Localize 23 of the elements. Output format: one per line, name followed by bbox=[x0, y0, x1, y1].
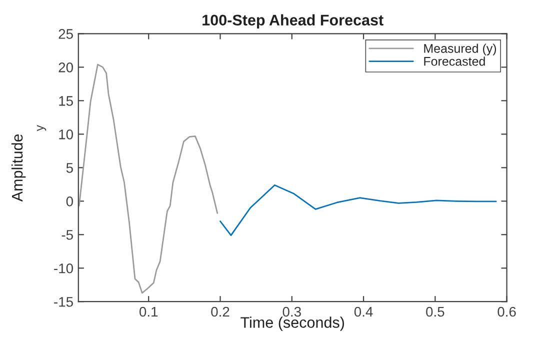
x-tick-label: 0.3 bbox=[282, 306, 301, 317]
x-tick-label: 0.5 bbox=[426, 306, 444, 317]
line-series bbox=[220, 184, 497, 236]
y-tick-label: -15 bbox=[54, 297, 73, 307]
text: y bbox=[36, 124, 46, 132]
y-axis-title: Amplitude bbox=[11, 134, 26, 202]
y-tick-label: 20 bbox=[58, 62, 73, 72]
line-series bbox=[78, 64, 218, 294]
x-tick-label: 0.1 bbox=[139, 306, 158, 317]
y-tick-label: -10 bbox=[54, 263, 73, 274]
x-tick-label: 0.2 bbox=[211, 306, 230, 317]
y-tick-label: 10 bbox=[59, 130, 73, 140]
x-axis-title: Time (seconds) bbox=[240, 316, 344, 331]
x-tick-label: 0.4 bbox=[354, 306, 373, 317]
chart-title: 100-Step Ahead Forecast bbox=[202, 14, 384, 29]
y-tick-label: 25 bbox=[58, 29, 73, 39]
legend-label: Measured (y) bbox=[424, 44, 496, 56]
y-tick-label: 5 bbox=[66, 163, 73, 173]
y-tick-label: 0 bbox=[66, 196, 73, 206]
y-tick-label: -5 bbox=[62, 230, 73, 240]
legend-label: Forecasted bbox=[424, 56, 485, 66]
y-tick-label: 15 bbox=[59, 96, 73, 106]
x-tick-label: 0.6 bbox=[498, 306, 516, 317]
